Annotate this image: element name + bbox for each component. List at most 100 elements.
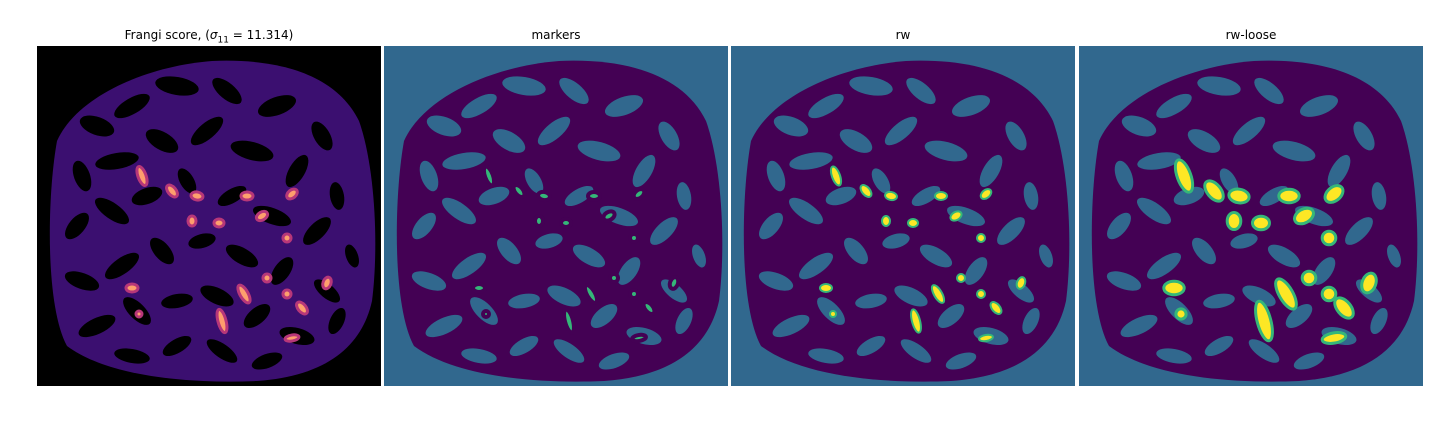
vessel-gap [553, 339, 585, 363]
vessel-gap [766, 160, 786, 192]
segment-blob [533, 214, 545, 228]
segment-blob [281, 232, 293, 244]
segment-blob [215, 307, 229, 335]
vessel-gap [64, 271, 100, 291]
segment-blob [481, 164, 497, 188]
segment-blob [819, 283, 833, 293]
vessel-gap [871, 168, 891, 194]
vessel-gap [759, 212, 783, 240]
vessel-gap [188, 233, 216, 249]
vessel-gap [145, 129, 179, 153]
rw-loose-image [1079, 46, 1423, 386]
segment-blob [281, 288, 293, 300]
segment-blob [1333, 296, 1355, 320]
segment-blob [1225, 211, 1243, 231]
vessel-gap [257, 95, 297, 117]
segment-blob [124, 282, 140, 294]
vessel-gap [1370, 307, 1388, 335]
vessel-gap [270, 257, 294, 285]
segment-blob [1251, 214, 1271, 232]
panel-title-markers: markers [531, 28, 581, 42]
vessel-gap [95, 152, 139, 170]
segment-blob [829, 310, 837, 318]
vessel-gap [161, 293, 193, 309]
vessel-gap [997, 217, 1025, 245]
segment-blob [884, 190, 898, 202]
vessel-gap [508, 293, 540, 309]
vessel-gap [461, 348, 497, 364]
segment-blob [934, 191, 948, 201]
panel-markers [384, 46, 728, 386]
vessel-gap [1022, 307, 1040, 335]
segment-blob [261, 272, 273, 284]
vessel-gap [537, 116, 571, 146]
vessel-gap [650, 217, 678, 245]
vessel-gap [150, 237, 174, 265]
segment-blob [1015, 276, 1027, 290]
vessel-gap [1146, 252, 1182, 280]
vessel-gap [1005, 121, 1027, 151]
vessel-gap [524, 168, 544, 194]
segment-blob [1174, 307, 1188, 321]
vessel-gap [632, 154, 656, 188]
segment-blob [236, 283, 252, 305]
segment-blob [165, 183, 179, 199]
segment-blob [976, 233, 986, 243]
vessel-gap [1136, 197, 1172, 225]
vessel-gap [798, 252, 834, 280]
panel-rw [731, 46, 1075, 386]
vessel-gap [789, 152, 833, 170]
segment-blob [978, 333, 994, 343]
vessel-gap [345, 244, 359, 268]
vessel-gap [190, 116, 224, 146]
vessel-gap [1114, 160, 1134, 192]
segment-blob [586, 190, 602, 202]
vessel-gap [206, 339, 238, 363]
segment-blob [979, 188, 993, 200]
segment-blob [1227, 187, 1251, 205]
vessel-gap [461, 93, 497, 119]
segment-blob [283, 333, 301, 343]
vessel-gap [451, 252, 487, 280]
segment-blob [976, 289, 986, 299]
vessel-gap [1254, 77, 1284, 105]
vessel-gap [425, 314, 463, 338]
vessel-gap [808, 348, 844, 364]
vessel-gap [1285, 304, 1313, 328]
segment-blob [601, 209, 617, 223]
vessel-gap [894, 285, 928, 307]
segment-blob [285, 187, 299, 201]
vessel-gap [758, 271, 794, 291]
vessel-gap [230, 140, 274, 162]
vessel-gap [547, 285, 581, 307]
vessel-gap [825, 186, 857, 206]
vessel-gap [251, 352, 283, 370]
vessel-gap [1107, 212, 1131, 240]
vessel-gap [951, 95, 991, 117]
vessel-gap [442, 152, 486, 170]
vessel-gap [844, 237, 868, 265]
segment-blob [582, 283, 600, 305]
segment-blob [628, 232, 640, 244]
vessel-gap [772, 314, 810, 338]
vessel-gap [945, 352, 977, 370]
vessel-gap [217, 185, 247, 207]
segment-blob [1300, 269, 1318, 287]
vessel-gap [535, 233, 563, 249]
vessel-gap [1156, 93, 1192, 119]
vessel-gap [979, 154, 1003, 188]
segment-blob [956, 273, 966, 283]
vessel-gap [1312, 257, 1336, 285]
segment-blob [189, 190, 205, 202]
segment-blob [536, 189, 552, 203]
vessel-gap [559, 77, 589, 105]
vessel-gap [65, 212, 89, 240]
vessel-gap [502, 76, 546, 96]
vessel-gap [104, 252, 140, 280]
segment-blob [1360, 271, 1378, 295]
segment-blob [910, 308, 922, 334]
segment-blob [559, 217, 573, 229]
panel-frangi-score [37, 46, 381, 386]
markers-image [384, 46, 728, 386]
vessel-gap [492, 129, 526, 153]
